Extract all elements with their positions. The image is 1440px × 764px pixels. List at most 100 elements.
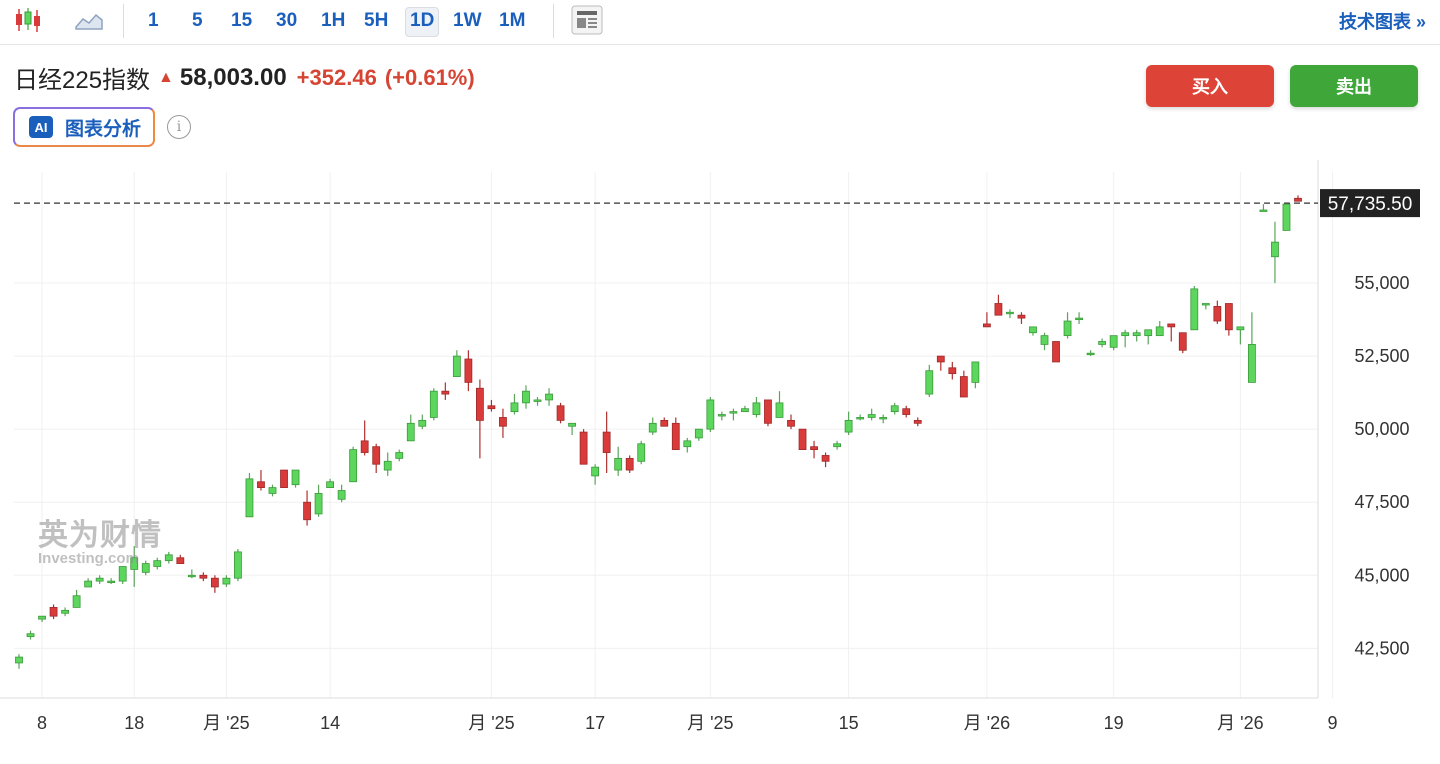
info-icon[interactable]: i (167, 115, 191, 139)
interval-1d[interactable]: 1D (405, 7, 440, 37)
candle (648, 417, 657, 435)
x-tick-label: 9 (1328, 713, 1338, 733)
candle-body (856, 417, 865, 420)
candle (476, 379, 484, 459)
instrument-name: 日经225指数 (14, 67, 151, 94)
interval-5[interactable]: 5 (192, 10, 203, 31)
candle (810, 440, 818, 459)
candle (280, 469, 288, 489)
candle (406, 414, 415, 442)
candle-body (349, 449, 358, 483)
candle (72, 589, 81, 608)
candle-body (764, 399, 772, 424)
last-price-line: 57,735.50 (14, 189, 1420, 218)
interval-15[interactable]: 15 (231, 10, 253, 31)
y-tick-label: 45,000 (1354, 565, 1409, 585)
candle-body (1132, 332, 1141, 337)
ai-chart-analysis-button[interactable]: AI 图表分析 (13, 107, 155, 147)
candle (821, 452, 830, 468)
candle (948, 361, 957, 380)
candle-body (706, 399, 715, 430)
candle (683, 437, 692, 453)
candle (360, 420, 369, 456)
candle-body (625, 457, 634, 471)
candle (545, 388, 553, 406)
candle-body (291, 469, 300, 486)
candle-body (671, 422, 680, 451)
last-price-tag (1320, 189, 1420, 218)
buy-button[interactable]: 买入 (1146, 65, 1274, 107)
sell-button[interactable]: 卖出 (1290, 65, 1418, 107)
quote-header: 日经225指数 ▲ 58,003.00 +352.46 (+0.61%) (14, 60, 475, 95)
candle-body (522, 390, 530, 404)
candle-body (464, 358, 473, 383)
up-arrow-icon: ▲ (158, 68, 174, 86)
interval-1h[interactable]: 1H (321, 10, 346, 31)
interval-1m[interactable]: 1M (499, 10, 526, 31)
interval-1w[interactable]: 1W (453, 10, 482, 31)
candle (153, 557, 162, 570)
toolbar-divider (553, 4, 554, 38)
candle (245, 472, 254, 518)
candle-body (84, 580, 93, 588)
interval-1[interactable]: 1 (148, 10, 159, 31)
candle-body (1248, 344, 1256, 383)
candle-body (1075, 317, 1083, 321)
candle-body (556, 405, 565, 421)
candle-body (844, 419, 853, 433)
x-tick-label: 月 '25 (687, 713, 733, 733)
candle (902, 405, 911, 418)
layout-icon[interactable] (569, 4, 605, 36)
candle (764, 399, 772, 427)
candle-body (383, 460, 392, 471)
candlestick-chart[interactable]: 42,500 45,000 47,500 50,000 52,500 55,000 8 18… (0, 160, 1440, 764)
candle (1075, 312, 1083, 324)
candle-body (452, 355, 461, 377)
candle-body (15, 656, 23, 664)
candle-body (1259, 209, 1268, 212)
candle-body (1086, 352, 1095, 356)
watermark-cn: 英为财情 (38, 519, 162, 552)
candle-body (775, 402, 784, 418)
toolbar-divider (123, 4, 124, 38)
candle-body (867, 414, 876, 418)
candle (856, 414, 865, 421)
candle-body (591, 466, 600, 477)
candle (464, 350, 473, 392)
price-change: +352.46 (296, 64, 377, 90)
candle (775, 391, 784, 418)
area-chart-icon[interactable] (72, 4, 106, 36)
tech-chart-link[interactable]: 技术图表 » (1338, 12, 1426, 32)
candle (441, 382, 450, 400)
candle-body (694, 428, 703, 439)
x-tick-label: 19 (1104, 713, 1124, 733)
candle (291, 469, 300, 488)
candle (994, 294, 1003, 316)
candle (61, 607, 69, 617)
candle-body (925, 370, 934, 395)
candle (844, 411, 853, 435)
candle (1190, 285, 1199, 331)
candle (26, 630, 35, 640)
candle (49, 604, 58, 620)
candle (372, 443, 381, 473)
candle (234, 548, 242, 582)
candle-body (568, 422, 576, 427)
candle-body (107, 580, 116, 584)
candle (1144, 329, 1153, 345)
candle (1224, 303, 1233, 336)
x-tick-label: 月 '26 (964, 713, 1010, 733)
interval-5h[interactable]: 5H (364, 10, 389, 31)
candles (15, 195, 1302, 669)
last-price: 58,003.00 (179, 63, 287, 91)
candle (395, 449, 404, 462)
candle-body (360, 440, 369, 453)
candle-body (406, 422, 415, 442)
chart-grid (0, 160, 1334, 699)
interval-30[interactable]: 30 (276, 10, 298, 31)
candlestick-icon[interactable] (10, 4, 46, 36)
candle-body (153, 560, 162, 567)
candle-body (729, 411, 738, 414)
candle-body (1052, 341, 1060, 363)
y-tick-label: 55,000 (1354, 273, 1409, 293)
